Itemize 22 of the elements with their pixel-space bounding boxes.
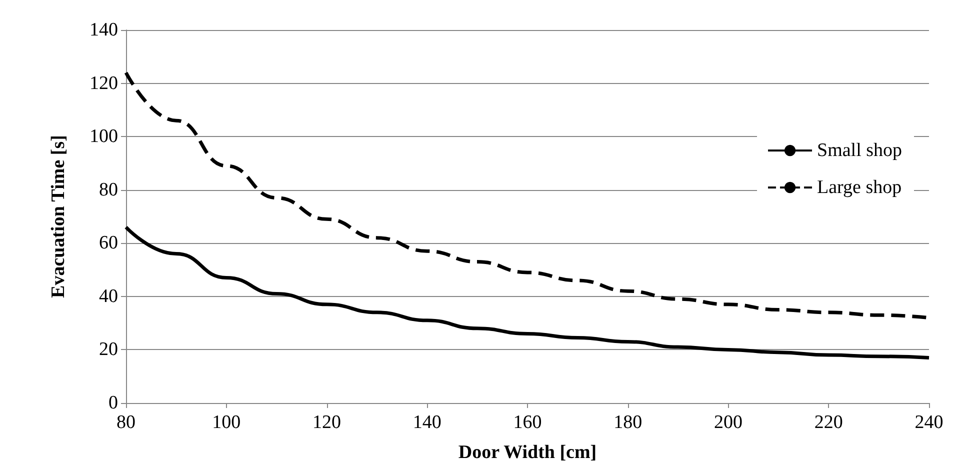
x-tick-label: 140 (412, 412, 442, 433)
x-axis-title: Door Width [cm] (458, 442, 597, 463)
y-tick-label: 60 (99, 232, 118, 254)
legend-label: Small shop (817, 140, 902, 161)
x-tick-label: 200 (714, 412, 742, 433)
x-tick-label: 240 (914, 412, 944, 433)
y-tick-label: 100 (90, 126, 118, 148)
y-tick-label: 20 (99, 339, 118, 360)
y-tick-label: 40 (99, 286, 118, 307)
x-tick-label: 80 (116, 412, 136, 433)
y-tick-label: 140 (90, 20, 118, 40)
y-axis-title: Evacuation Time [s] (48, 135, 69, 298)
y-tick-label: 120 (90, 72, 118, 94)
line-series (124, 225, 931, 360)
x-tick-label: 220 (814, 412, 843, 433)
legend-label: Large shop (817, 177, 902, 198)
x-tick-label: 120 (312, 412, 341, 433)
x-tick-label: 180 (614, 412, 642, 433)
x-tick-label: 160 (513, 412, 542, 433)
y-tick-label: 80 (99, 179, 118, 200)
y-tick-label: 0 (108, 392, 118, 414)
x-tick-label: 100 (212, 412, 241, 433)
